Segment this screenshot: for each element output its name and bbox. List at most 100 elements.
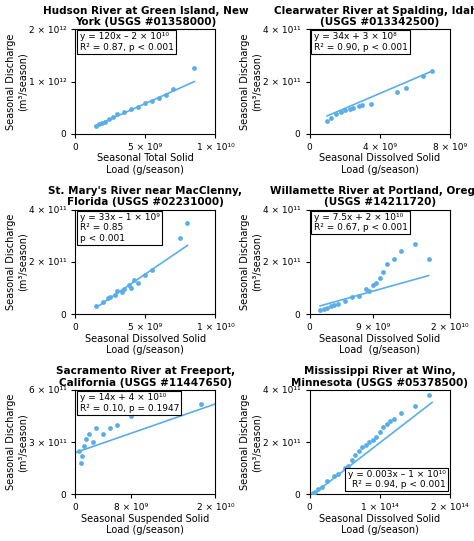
Point: [332, 110, 339, 118]
Point: [319, 482, 326, 491]
Point: [323, 116, 331, 125]
Point: [177, 234, 184, 243]
Point: [365, 286, 373, 295]
Point: [100, 429, 107, 438]
Point: [379, 422, 387, 431]
Point: [393, 88, 401, 96]
Y-axis label: Seasonal Discharge
(m³/season): Seasonal Discharge (m³/season): [6, 394, 27, 490]
Point: [419, 72, 427, 81]
Point: [376, 273, 383, 282]
Text: y = 14x + 4 × 10¹⁰
R² = 0.10, p = 0.1947: y = 14x + 4 × 10¹⁰ R² = 0.10, p = 0.1947: [80, 393, 179, 413]
Point: [383, 260, 391, 269]
Point: [379, 268, 387, 276]
X-axis label: Seasonal Dissolved Solid
Load (g/season): Seasonal Dissolved Solid Load (g/season): [319, 153, 440, 175]
Point: [114, 286, 121, 295]
Point: [327, 302, 334, 311]
Point: [130, 276, 138, 285]
Point: [191, 64, 198, 73]
Point: [402, 84, 410, 93]
Point: [118, 288, 125, 296]
Text: y = 120x – 2 × 10¹⁰
R² = 0.87, p < 0.001: y = 120x – 2 × 10¹⁰ R² = 0.87, p < 0.001: [80, 32, 173, 52]
Point: [348, 456, 356, 465]
Point: [125, 281, 132, 289]
Point: [358, 101, 366, 109]
Point: [411, 239, 419, 248]
Point: [148, 266, 156, 274]
Point: [183, 219, 191, 227]
Point: [120, 285, 128, 294]
Point: [341, 464, 348, 473]
Point: [135, 279, 142, 287]
Point: [344, 461, 352, 470]
X-axis label: Seasonal Suspended Solid
Load (g/season): Seasonal Suspended Solid Load (g/season): [81, 514, 210, 536]
Point: [351, 451, 359, 460]
Point: [314, 485, 322, 493]
Point: [163, 90, 170, 99]
Point: [95, 120, 103, 129]
Point: [109, 113, 117, 121]
Point: [320, 305, 328, 313]
Point: [355, 102, 362, 111]
Point: [92, 424, 100, 433]
Y-axis label: Seasonal Discharge
(m³/season): Seasonal Discharge (m³/season): [6, 34, 27, 130]
Title: Hudson River at Green Island, New
York (USGS #01358000): Hudson River at Green Island, New York (…: [43, 5, 248, 27]
Point: [369, 436, 376, 444]
Point: [135, 102, 142, 111]
Point: [397, 409, 404, 418]
Title: St. Mary's River near MacClenny,
Florida (USGS #02231000): St. Mary's River near MacClenny, Florida…: [48, 186, 242, 208]
Point: [323, 477, 331, 486]
Point: [372, 279, 380, 287]
Point: [334, 469, 341, 478]
Point: [114, 420, 121, 429]
Point: [128, 283, 135, 292]
Point: [107, 293, 114, 301]
Point: [348, 293, 356, 301]
Point: [120, 108, 128, 116]
Point: [330, 472, 338, 480]
Y-axis label: Seasonal Discharge
(m³/season): Seasonal Discharge (m³/season): [240, 214, 262, 310]
Point: [105, 115, 113, 123]
Text: y = 7.5x + 2 × 10¹⁰
R² = 0.67, p < 0.001: y = 7.5x + 2 × 10¹⁰ R² = 0.67, p < 0.001: [314, 213, 408, 232]
Point: [98, 119, 106, 128]
Y-axis label: Seasonal Discharge
(m³/season): Seasonal Discharge (m³/season): [240, 34, 262, 130]
Text: y = 33x – 1 × 10⁹
R² = 0.85
p < 0.001: y = 33x – 1 × 10⁹ R² = 0.85 p < 0.001: [80, 213, 159, 242]
Point: [411, 401, 419, 410]
Point: [107, 424, 114, 433]
Point: [397, 247, 404, 256]
Y-axis label: Seasonal Discharge
(m³/season): Seasonal Discharge (m³/season): [6, 214, 27, 310]
Point: [355, 292, 362, 300]
Point: [100, 298, 107, 307]
Point: [341, 296, 348, 305]
Point: [82, 434, 90, 443]
Point: [383, 420, 391, 428]
Point: [365, 438, 373, 446]
Title: Clearwater River at Spalding, Idaho
(USGS #013342500): Clearwater River at Spalding, Idaho (USG…: [274, 5, 474, 27]
Point: [425, 391, 432, 400]
Title: Willamette River at Portland, Oregon
(USGS #14211720): Willamette River at Portland, Oregon (US…: [270, 186, 474, 208]
Point: [92, 302, 100, 311]
Point: [330, 301, 338, 309]
Title: Mississippi River at Wino,
Minnesota (USGS #05378500): Mississippi River at Wino, Minnesota (US…: [291, 366, 468, 388]
Point: [309, 489, 317, 498]
Title: Sacramento River at Freeport,
California (USGS #11447650): Sacramento River at Freeport, California…: [56, 366, 235, 388]
Point: [376, 427, 383, 436]
Point: [89, 438, 97, 446]
Point: [128, 412, 135, 420]
Point: [85, 429, 93, 438]
Point: [92, 122, 100, 130]
Point: [428, 67, 436, 75]
Y-axis label: Seasonal Discharge
(m³/season): Seasonal Discharge (m³/season): [240, 394, 262, 490]
Point: [77, 459, 85, 467]
Point: [346, 104, 354, 113]
Point: [111, 290, 118, 299]
Point: [362, 440, 369, 449]
Point: [311, 487, 319, 496]
Point: [128, 104, 135, 113]
Point: [349, 103, 357, 112]
Point: [358, 443, 366, 452]
Point: [155, 94, 163, 103]
Point: [114, 110, 121, 118]
Text: y = 34x + 3 × 10⁸
R² = 0.90, p < 0.001: y = 34x + 3 × 10⁸ R² = 0.90, p < 0.001: [314, 32, 408, 52]
Text: y = 0.003x – 1 × 10¹⁰
R² = 0.94, p < 0.001: y = 0.003x – 1 × 10¹⁰ R² = 0.94, p < 0.0…: [347, 470, 446, 489]
Point: [142, 270, 149, 279]
